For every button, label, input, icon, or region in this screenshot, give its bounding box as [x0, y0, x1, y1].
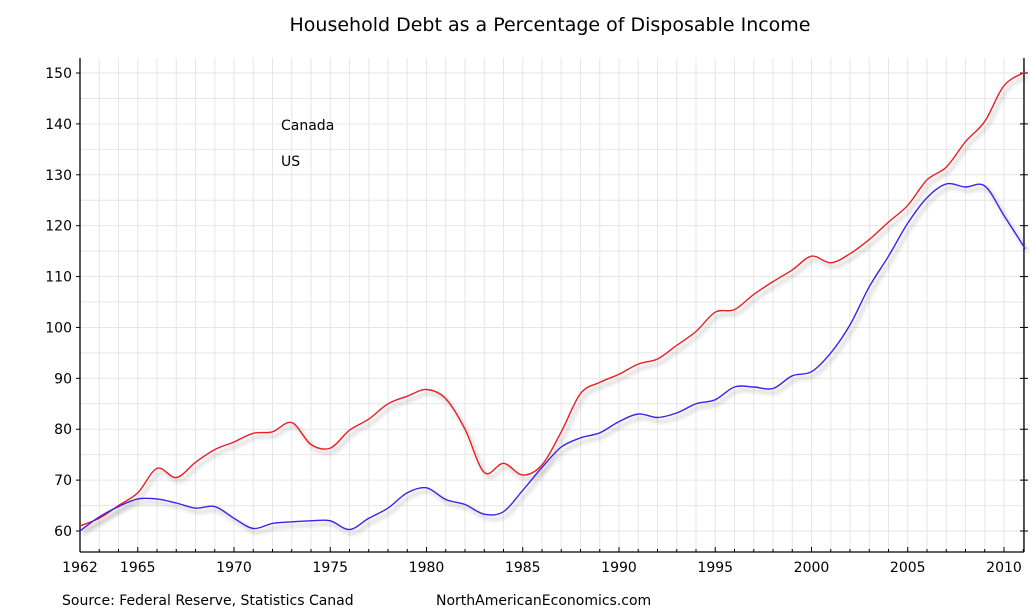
y-tick-label: 120 [45, 219, 72, 235]
x-tick-label: 2000 [794, 560, 830, 576]
x-tick-label: 2005 [890, 560, 926, 576]
legend-label-canada: Canada [281, 118, 334, 134]
site-credit: NorthAmericanEconomics.com [436, 593, 652, 609]
y-tick-label: 140 [45, 117, 72, 133]
grid-lines [80, 58, 1024, 552]
y-tick-label: 90 [54, 371, 72, 387]
series-line-us [79, 182, 1026, 532]
series-line-canada [79, 71, 1026, 527]
y-tick-label: 80 [54, 422, 72, 438]
series-lines [79, 71, 1026, 532]
x-tick-label: 1970 [216, 560, 252, 576]
y-tick-label: 60 [54, 524, 72, 540]
source-note: Source: Federal Reserve, Statistics Cana… [62, 593, 354, 609]
x-tick-label: 1975 [312, 560, 348, 576]
axes [79, 58, 1025, 553]
x-axis-ticks: 1962 1965 1970 1975 1980 1985 1990 1995 2000 2005… [62, 547, 1024, 576]
x-tick-label: 1990 [601, 560, 637, 576]
y-tick-label: 130 [45, 168, 72, 184]
x-tick-label: 1962 [62, 560, 98, 576]
y-tick-label: 150 [45, 66, 72, 82]
legend-label-us: US [281, 154, 300, 170]
y-tick-label: 110 [45, 270, 72, 286]
y-tick-label: 70 [54, 473, 72, 489]
legend: Canada US [215, 118, 334, 170]
x-tick-label: 1985 [505, 560, 541, 576]
y-axis-ticks: 60 70 80 90 100 110 120 130 140 150 [45, 66, 1028, 540]
x-tick-label: 1980 [409, 560, 445, 576]
y-tick-label: 100 [45, 320, 72, 336]
chart-title: Household Debt as a Percentage of Dispos… [289, 14, 811, 36]
x-tick-label: 1995 [697, 560, 733, 576]
x-tick-label: 1965 [120, 560, 156, 576]
x-tick-label: 2010 [986, 560, 1022, 576]
